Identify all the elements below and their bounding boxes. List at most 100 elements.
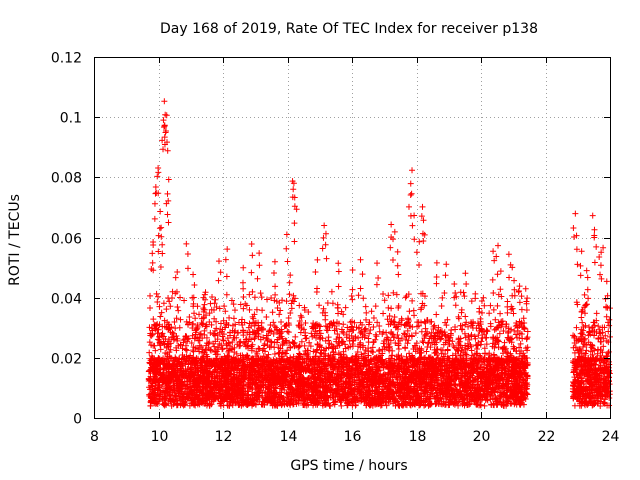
data-point <box>188 340 195 347</box>
data-point <box>147 292 154 299</box>
data-point <box>153 290 160 297</box>
data-point <box>391 314 398 321</box>
data-point <box>406 308 413 315</box>
data-point <box>495 319 502 326</box>
data-point <box>160 300 167 307</box>
data-point <box>471 351 478 358</box>
data-point <box>249 288 256 295</box>
grid-layer <box>94 57 610 418</box>
data-point <box>401 330 408 337</box>
data-point <box>395 352 402 359</box>
data-point <box>171 319 178 326</box>
data-point <box>175 307 182 314</box>
data-point <box>264 296 271 303</box>
data-point <box>472 290 479 297</box>
data-point <box>504 298 511 305</box>
data-point <box>210 307 217 314</box>
data-point <box>157 346 164 353</box>
data-point <box>338 338 345 345</box>
data-point <box>491 326 498 333</box>
data-point <box>290 292 297 299</box>
data-point <box>174 304 181 311</box>
data-point <box>285 314 292 321</box>
data-point <box>438 303 445 310</box>
data-point <box>504 309 511 316</box>
data-point <box>326 340 333 347</box>
data-point <box>237 301 244 308</box>
data-point <box>271 351 278 358</box>
data-point <box>177 294 184 301</box>
data-point <box>213 325 220 332</box>
data-point <box>221 303 228 310</box>
data-point <box>411 312 418 319</box>
data-point <box>386 313 393 320</box>
data-point <box>510 310 517 317</box>
data-point <box>254 327 261 334</box>
data-point <box>264 354 271 361</box>
data-point <box>154 293 161 300</box>
data-point <box>285 329 292 336</box>
data-point <box>157 313 164 320</box>
data-point <box>238 366 245 373</box>
data-point <box>338 402 345 409</box>
data-point <box>490 306 497 313</box>
data-point <box>173 333 180 340</box>
data-point <box>159 333 166 340</box>
data-point <box>404 327 411 334</box>
data-point <box>372 331 379 338</box>
data-point <box>480 294 487 301</box>
data-point <box>380 290 387 297</box>
data-point <box>210 331 217 338</box>
data-point <box>322 316 329 323</box>
data-point <box>452 382 459 389</box>
data-point <box>240 305 247 312</box>
data-point <box>186 314 193 321</box>
data-point <box>168 295 175 302</box>
data-point <box>163 306 170 313</box>
data-point <box>151 342 158 349</box>
data-point <box>306 339 313 346</box>
data-point <box>432 349 439 356</box>
data-point <box>494 302 501 309</box>
data-point <box>497 310 504 317</box>
data-point <box>518 293 525 300</box>
data-point <box>349 296 356 303</box>
data-point <box>355 334 362 341</box>
data-point <box>154 298 161 305</box>
data-point <box>181 297 188 304</box>
data-point <box>320 305 327 312</box>
data-point <box>393 291 400 298</box>
data-point <box>292 333 299 340</box>
data-point <box>258 294 265 301</box>
data-point <box>524 295 531 302</box>
data-point <box>423 348 430 355</box>
data-point <box>223 291 230 298</box>
data-point <box>368 308 375 315</box>
data-point <box>380 310 387 317</box>
data-point <box>150 316 157 323</box>
data-point <box>302 335 309 342</box>
data-point <box>230 315 237 322</box>
data-point <box>363 309 370 316</box>
data-point <box>329 300 336 307</box>
data-point <box>340 321 347 328</box>
data-point <box>211 343 218 350</box>
data-point <box>278 319 285 326</box>
data-point <box>231 307 238 314</box>
data-point <box>226 314 233 321</box>
data-point <box>422 325 429 332</box>
data-point <box>457 289 464 296</box>
data-point <box>360 295 367 302</box>
data-point <box>297 329 304 336</box>
data-point <box>355 292 362 299</box>
data-point <box>298 314 305 321</box>
data-point <box>424 343 431 350</box>
data-point <box>296 302 303 309</box>
data-point <box>177 316 184 323</box>
data-point <box>524 328 531 335</box>
data-point <box>366 330 373 337</box>
data-point <box>335 350 342 357</box>
data-point <box>233 350 240 357</box>
data-point <box>206 310 213 317</box>
